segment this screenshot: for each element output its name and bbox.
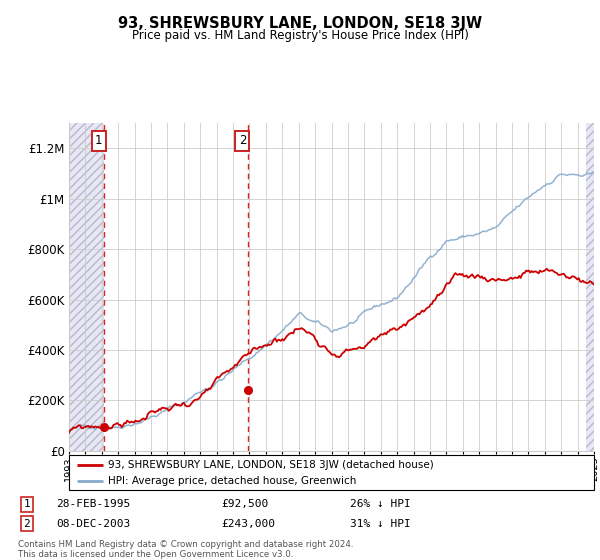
Text: 1: 1 — [23, 500, 30, 510]
Bar — [586, 123, 594, 451]
Text: £92,500: £92,500 — [222, 500, 269, 510]
Text: 1: 1 — [95, 134, 103, 147]
Text: 31% ↓ HPI: 31% ↓ HPI — [350, 519, 410, 529]
Text: 2: 2 — [239, 134, 246, 147]
Text: 93, SHREWSBURY LANE, LONDON, SE18 3JW: 93, SHREWSBURY LANE, LONDON, SE18 3JW — [118, 16, 482, 31]
Text: HPI: Average price, detached house, Greenwich: HPI: Average price, detached house, Gree… — [109, 477, 357, 486]
Text: Contains HM Land Registry data © Crown copyright and database right 2024.
This d: Contains HM Land Registry data © Crown c… — [18, 540, 353, 559]
Text: Price paid vs. HM Land Registry's House Price Index (HPI): Price paid vs. HM Land Registry's House … — [131, 29, 469, 42]
Text: £243,000: £243,000 — [222, 519, 276, 529]
Text: 28-FEB-1995: 28-FEB-1995 — [56, 500, 130, 510]
Text: 93, SHREWSBURY LANE, LONDON, SE18 3JW (detached house): 93, SHREWSBURY LANE, LONDON, SE18 3JW (d… — [109, 460, 434, 470]
Bar — [69, 123, 104, 451]
Text: 08-DEC-2003: 08-DEC-2003 — [56, 519, 130, 529]
Text: 2: 2 — [23, 519, 30, 529]
Text: 26% ↓ HPI: 26% ↓ HPI — [350, 500, 410, 510]
